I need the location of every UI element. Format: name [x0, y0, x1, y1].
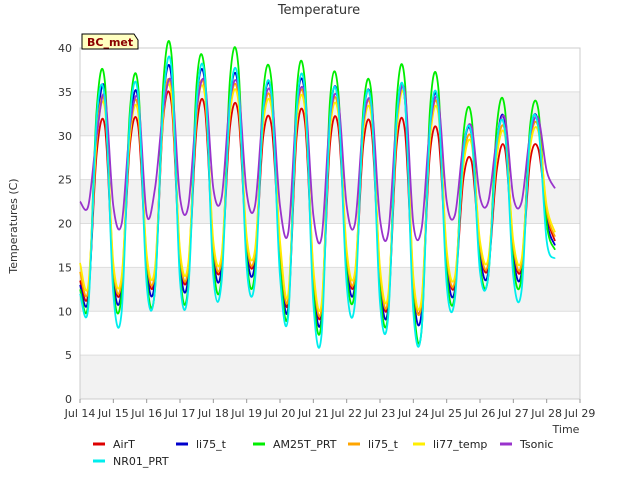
x-tick-label: Jul 24 — [397, 407, 429, 420]
station-badge-label: BC_met — [87, 36, 133, 49]
legend-label: NR01_PRT — [113, 455, 169, 468]
x-tick-label: Jul 29 — [564, 407, 596, 420]
legend-label: li75_t — [368, 438, 399, 451]
background-band — [80, 355, 580, 399]
x-axis-ticks: Jul 14 Jul 15 Jul 16 Jul 17 Jul 18 Jul 19 Jul … — [64, 399, 596, 420]
x-tick-label: Jul 14 — [64, 407, 96, 420]
legend-label: AM25T_PRT — [273, 438, 337, 451]
x-tick-label: Jul 19 — [230, 407, 262, 420]
legend: AirT li75_t AM25T_PRT li75_t li77_temp Tsonic… — [93, 438, 553, 468]
y-tick-label: 20 — [58, 218, 72, 231]
station-badge: BC_met — [81, 33, 139, 50]
x-tick-label: Jul 23 — [364, 407, 396, 420]
background-band — [80, 267, 580, 312]
series-line — [79, 77, 556, 245]
y-tick-label: 35 — [58, 86, 72, 99]
x-tick-label: Jul 22 — [330, 407, 362, 420]
y-tick-label: 0 — [65, 393, 72, 406]
x-tick-label: Jul 16 — [130, 407, 162, 420]
x-tick-label: Jul 15 — [97, 407, 129, 420]
y-tick-label: 25 — [58, 174, 72, 187]
chart-title: Temperature — [277, 3, 360, 18]
y-axis-label: Temperatures (C) — [7, 178, 20, 274]
y-tick-label: 5 — [65, 349, 72, 362]
x-tick-label: Jul 21 — [297, 407, 329, 420]
plot-frame — [79, 47, 581, 400]
background-band — [80, 179, 580, 224]
series-line — [79, 55, 556, 349]
x-tick-label: Jul 18 — [197, 407, 229, 420]
y-tick-label: 15 — [58, 261, 72, 274]
x-tick-label: Jul 20 — [264, 407, 296, 420]
y-tick-label: 10 — [58, 305, 72, 318]
x-tick-label: Jul 17 — [164, 407, 196, 420]
legend-label: AirT — [113, 438, 135, 451]
legend-label: Tsonic — [519, 438, 553, 451]
x-tick-label: Jul 26 — [464, 407, 496, 420]
series-layer — [79, 40, 556, 349]
x-tick-label: Jul 27 — [497, 407, 529, 420]
legend-label: li75_t — [196, 438, 227, 451]
x-axis-label: Time — [552, 423, 580, 436]
x-tick-label: Jul 25 — [430, 407, 462, 420]
y-tick-label: 40 — [58, 42, 72, 55]
x-tick-label: Jul 28 — [530, 407, 562, 420]
legend-label: li77_temp — [433, 438, 487, 451]
y-axis-ticks: 0 5 10 15 20 25 30 35 40 — [58, 42, 72, 406]
y-tick-label: 30 — [58, 130, 72, 143]
